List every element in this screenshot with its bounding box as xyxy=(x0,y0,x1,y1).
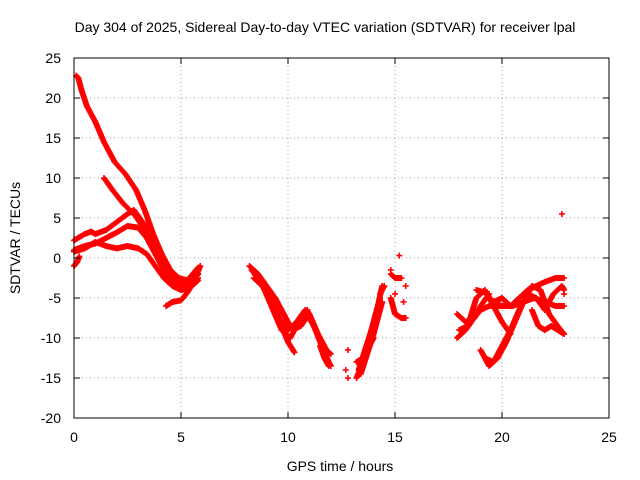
y-tick-label: 25 xyxy=(45,50,61,66)
y-tick-label: 15 xyxy=(45,130,61,146)
x-tick-label: 10 xyxy=(280,429,296,445)
data-point xyxy=(396,253,402,259)
data-points xyxy=(71,73,567,381)
x-tick-label: 0 xyxy=(70,429,78,445)
data-point xyxy=(392,291,398,297)
y-tick-label: -5 xyxy=(49,290,62,306)
y-tick-label: 10 xyxy=(45,170,61,186)
data-point xyxy=(343,367,349,373)
y-tick-label: 0 xyxy=(53,250,61,266)
sdtvar-chart: Day 304 of 2025, Sidereal Day-to-day VTE… xyxy=(0,0,640,480)
data-point xyxy=(388,267,394,273)
y-tick-label: -20 xyxy=(41,410,61,426)
x-tick-label: 5 xyxy=(177,429,185,445)
data-point xyxy=(345,347,351,353)
x-axis-label: GPS time / hours xyxy=(287,458,394,474)
chart-title: Day 304 of 2025, Sidereal Day-to-day VTE… xyxy=(75,19,576,35)
data-point xyxy=(401,299,407,305)
data-point xyxy=(561,291,567,297)
x-tick-label: 20 xyxy=(494,429,510,445)
y-tick-label: -15 xyxy=(41,370,61,386)
data-point xyxy=(345,375,351,381)
y-tick-label: 5 xyxy=(53,210,61,226)
x-tick-label: 25 xyxy=(601,429,617,445)
x-tick-label: 15 xyxy=(387,429,403,445)
data-point xyxy=(403,283,409,289)
y-tick-label: 20 xyxy=(45,90,61,106)
y-axis-label: SDTVAR / TECUs xyxy=(7,182,23,294)
y-tick-label: -10 xyxy=(41,330,61,346)
data-point xyxy=(559,211,565,217)
